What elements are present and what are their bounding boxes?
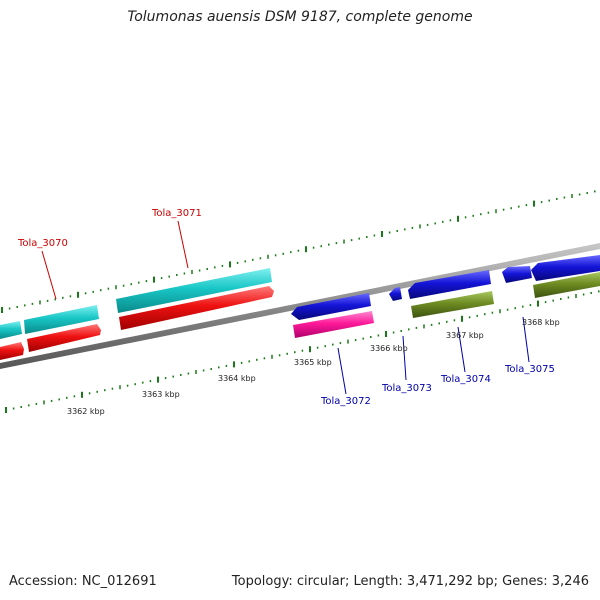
- gene-arrow-cyan[interactable]: [116, 268, 272, 313]
- gene-arrow-red[interactable]: [0, 342, 24, 360]
- gene-arrow-cyan[interactable]: [24, 305, 99, 334]
- scale-ticks-bottom: [5, 290, 600, 413]
- gene-arrow-cyan[interactable]: [0, 321, 22, 339]
- scale-label: 3366 kbp: [370, 344, 408, 353]
- genome-backbone: [0, 243, 600, 369]
- gene-arrow-olive[interactable]: [411, 291, 494, 318]
- genome-summary-text: Topology: circular; Length: 3,471,292 bp…: [231, 574, 589, 589]
- gene-label-tola-3073[interactable]: Tola_3073: [381, 383, 432, 394]
- scale-label: 3365 kbp: [294, 358, 332, 367]
- gene-arrow-red[interactable]: [27, 324, 101, 352]
- gene-label-tola-3075[interactable]: Tola_3075: [504, 364, 555, 375]
- gene-arrow-olive[interactable]: [533, 272, 600, 298]
- scale-label: 3364 kbp: [218, 374, 256, 383]
- scale-label: 3363 kbp: [142, 390, 180, 399]
- scale-label: 3368 kbp: [522, 318, 560, 327]
- gene-label-tola-3072[interactable]: Tola_3072: [320, 396, 371, 407]
- scale-ticks-top: [1, 190, 596, 313]
- gene-arrow-blue[interactable]: [531, 255, 600, 281]
- gene-label-tola-3070[interactable]: Tola_3070: [17, 238, 68, 249]
- gene-label-leaders: [41, 220, 530, 395]
- gene-label-tola-3071[interactable]: Tola_3071: [151, 208, 202, 219]
- top-strand-genes: [0, 268, 274, 360]
- gene-arrow-blue[interactable]: [408, 270, 491, 299]
- genome-title: Tolumonas auensis DSM 9187, complete gen…: [127, 9, 473, 25]
- gene-arrow-blue[interactable]: [389, 287, 402, 301]
- scale-label: 3367 kbp: [446, 331, 484, 340]
- gene-arrow-red[interactable]: [119, 286, 274, 330]
- gene-arrow-pink[interactable]: [293, 311, 374, 338]
- gene-arrow-blue[interactable]: [502, 266, 532, 283]
- gene-arrow-blue[interactable]: [291, 293, 371, 320]
- gene-label-tola-3074[interactable]: Tola_3074: [440, 374, 491, 385]
- scale-label: 3362 kbp: [67, 407, 105, 416]
- accession-text: Accession: NC_012691: [9, 574, 157, 589]
- bottom-strand-genes: [291, 255, 600, 338]
